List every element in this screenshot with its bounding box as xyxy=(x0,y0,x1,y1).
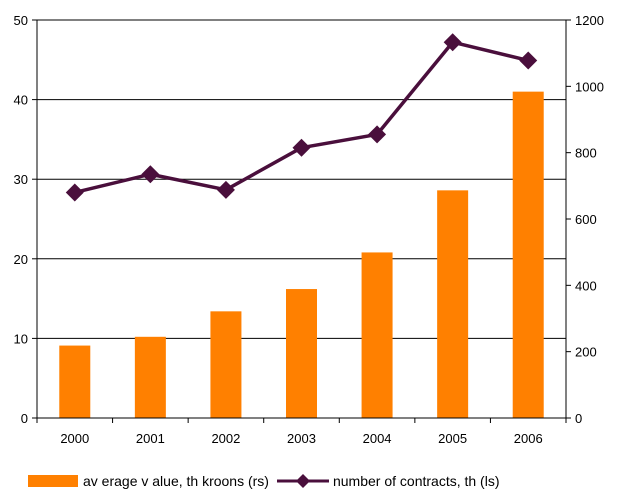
right-tick-label: 200 xyxy=(575,345,597,360)
data-point-marker xyxy=(292,138,311,157)
left-tick-label: 20 xyxy=(14,252,28,267)
left-tick-label: 50 xyxy=(14,13,28,28)
data-point-marker xyxy=(65,183,84,202)
bar-series xyxy=(59,91,544,418)
bar xyxy=(286,289,317,418)
data-point-marker xyxy=(141,165,160,184)
series-line xyxy=(74,40,529,195)
x-tick-label: 2005 xyxy=(438,431,467,446)
tick-labels: 0 10 20 30 40 50 0 200 400 600 800 1000 1200 2000 2001… xyxy=(14,13,604,446)
right-tick-label: 1200 xyxy=(575,13,604,28)
legend-label-line: number of contracts, th (ls) xyxy=(332,473,500,489)
legend-swatch-line xyxy=(276,474,329,488)
bar xyxy=(437,190,469,418)
data-point-marker xyxy=(519,51,538,70)
legend-item-line: number of contracts, th (ls) xyxy=(276,473,500,489)
x-tick-label: 2000 xyxy=(60,431,89,446)
line-series xyxy=(65,33,538,202)
right-tick-label: 400 xyxy=(575,278,597,293)
data-point-marker xyxy=(443,33,462,52)
right-tick-label: 0 xyxy=(575,411,582,426)
bar xyxy=(59,345,91,418)
bar xyxy=(361,252,393,418)
axes xyxy=(32,19,571,423)
left-tick-label: 30 xyxy=(14,172,28,187)
data-point-marker xyxy=(368,125,387,144)
x-tick-label: 2001 xyxy=(136,431,165,446)
x-tick-label: 2004 xyxy=(363,431,392,446)
left-tick-label: 10 xyxy=(14,331,28,346)
bar xyxy=(134,336,166,418)
right-tick-label: 800 xyxy=(575,146,597,161)
right-tick-label: 600 xyxy=(575,212,597,227)
x-tick-label: 2003 xyxy=(287,431,316,446)
data-point-marker xyxy=(216,180,235,199)
bar xyxy=(210,311,242,418)
bar xyxy=(512,91,544,418)
left-tick-label: 0 xyxy=(21,411,28,426)
legend-item-bar: av erage v alue, th kroons (rs) xyxy=(28,473,269,489)
x-tick-label: 2006 xyxy=(514,431,543,446)
left-tick-label: 40 xyxy=(14,93,28,108)
right-tick-label: 1000 xyxy=(575,79,604,94)
legend-swatch-bar xyxy=(28,475,78,487)
legend-label-bar: av erage v alue, th kroons (rs) xyxy=(83,473,269,489)
legend: av erage v alue, th kroons (rs) number o… xyxy=(28,470,500,492)
x-tick-label: 2002 xyxy=(211,431,240,446)
